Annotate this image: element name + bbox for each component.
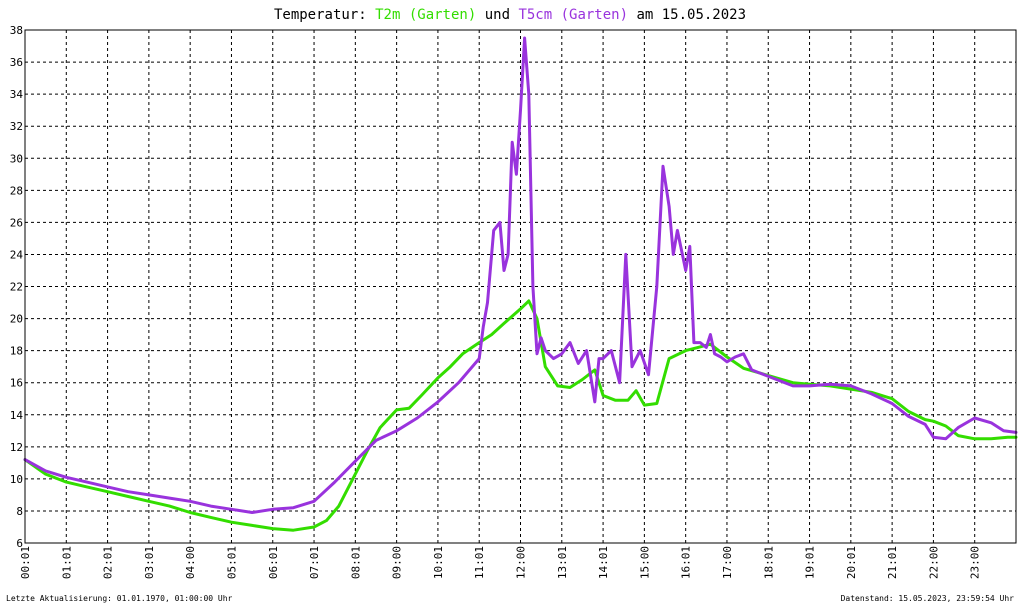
x-tick-label: 12:00 xyxy=(515,546,528,579)
x-tick-label: 21:01 xyxy=(886,546,899,579)
series-lines xyxy=(23,36,1018,532)
x-tick-label: 18:01 xyxy=(762,546,775,579)
x-tick-label: 16:01 xyxy=(680,546,693,579)
x-tick-label: 19:01 xyxy=(804,546,817,579)
y-tick-label: 22 xyxy=(10,281,23,294)
y-tick-label: 26 xyxy=(10,216,23,229)
chart-title: Temperatur: T2m (Garten) und T5cm (Garte… xyxy=(274,7,746,23)
y-tick-label: 28 xyxy=(10,184,23,197)
x-tick-label: 22:00 xyxy=(927,546,940,579)
x-tick-label: 11:01 xyxy=(473,546,486,579)
y-tick-label: 24 xyxy=(10,248,24,261)
y-tick-label: 30 xyxy=(10,152,23,165)
x-tick-label: 00:01 xyxy=(19,546,32,579)
title-suffix: am 15.05.2023 xyxy=(636,7,746,23)
x-tick-label: 23:00 xyxy=(969,546,982,579)
title-series-t2m: T2m (Garten) xyxy=(375,7,476,23)
x-tick-label: 09:00 xyxy=(391,546,404,579)
x-tick-label: 07:01 xyxy=(308,546,321,579)
x-tick-label: 06:01 xyxy=(267,546,280,579)
x-tick-label: 02:01 xyxy=(102,546,115,579)
y-tick-label: 38 xyxy=(10,24,23,37)
y-tick-label: 20 xyxy=(10,313,23,326)
footer-data-state: Datenstand: 15.05.2023, 23:59:54 Uhr xyxy=(841,594,1015,603)
y-tick-label: 34 xyxy=(10,88,24,101)
y-tick-label: 8 xyxy=(16,505,23,518)
y-tick-label: 16 xyxy=(10,377,23,390)
x-tick-label: 05:01 xyxy=(225,546,238,579)
y-axis-ticks: 6 8 10 12 14 16 18 20 22 24 26 28 30 32 34 36 38 xyxy=(10,24,24,550)
x-tick-label: 14:01 xyxy=(597,546,610,579)
x-tick-label: 17:00 xyxy=(721,546,734,579)
y-tick-label: 6 xyxy=(16,537,23,550)
y-tick-label: 18 xyxy=(10,345,23,358)
x-tick-label: 03:01 xyxy=(143,546,156,579)
y-tick-label: 14 xyxy=(10,409,24,422)
x-tick-label: 01:01 xyxy=(60,546,73,579)
grid-lines xyxy=(25,30,1016,543)
x-axis-ticks: 00:01 01:01 02:01 03:01 04:00 05:01 06:01 07:01… xyxy=(19,546,982,579)
series-line-t2m xyxy=(23,299,1018,532)
y-tick-label: 10 xyxy=(10,473,23,486)
x-tick-label: 04:00 xyxy=(184,546,197,579)
title-prefix: Temperatur: xyxy=(274,7,375,23)
series-line-t5cm xyxy=(23,36,1018,514)
y-tick-label: 32 xyxy=(10,120,23,133)
plot-frame xyxy=(24,29,1017,544)
title-connector: und xyxy=(485,7,519,23)
x-tick-label: 13:01 xyxy=(556,546,569,579)
x-tick-label: 20:01 xyxy=(845,546,858,579)
title-series-t5cm: T5cm (Garten) xyxy=(518,7,628,23)
x-tick-label: 15:00 xyxy=(638,546,651,579)
x-tick-label: 08:01 xyxy=(349,546,362,579)
y-tick-label: 36 xyxy=(10,56,23,69)
footer-last-update: Letzte Aktualisierung: 01.01.1970, 01:00… xyxy=(6,594,233,603)
x-tick-label: 10:01 xyxy=(432,546,445,579)
y-tick-label: 12 xyxy=(10,441,23,454)
